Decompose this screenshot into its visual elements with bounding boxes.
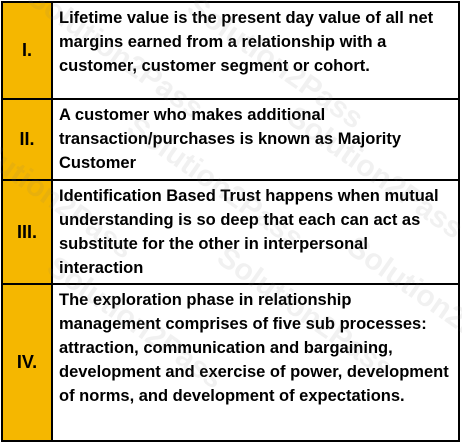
statement-numeral: II. xyxy=(1,98,53,181)
statement-row-3: III. Identification Based Trust happens … xyxy=(1,178,460,286)
statement-row-1: I. Lifetime value is the present day val… xyxy=(1,0,460,101)
statement-numeral: I. xyxy=(1,0,53,101)
statement-text: Identification Based Trust happens when … xyxy=(51,178,460,286)
statement-numeral: III. xyxy=(1,178,53,286)
statement-numeral: IV. xyxy=(1,283,53,442)
statement-text: The exploration phase in relationship ma… xyxy=(51,283,460,442)
statement-text: Lifetime value is the present day value … xyxy=(51,0,460,101)
statement-row-4: IV. The exploration phase in relationshi… xyxy=(1,283,460,442)
statement-row-2: II. A customer who makes additional tran… xyxy=(1,98,460,181)
statement-text: A customer who makes additional transact… xyxy=(51,98,460,181)
